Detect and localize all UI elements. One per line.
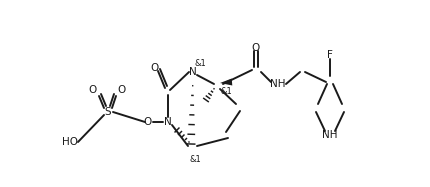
Text: N: N	[164, 117, 172, 127]
Text: O: O	[150, 63, 159, 73]
Text: &1: &1	[189, 156, 200, 165]
Text: F: F	[326, 50, 332, 60]
Text: HO: HO	[62, 137, 78, 147]
Text: &1: &1	[220, 88, 231, 96]
Text: N: N	[189, 67, 197, 77]
Text: S: S	[104, 107, 111, 117]
Text: O: O	[144, 117, 152, 127]
Text: &1: &1	[194, 59, 206, 68]
Text: O: O	[117, 85, 126, 95]
Text: NH: NH	[322, 130, 337, 140]
Text: NH: NH	[270, 79, 285, 89]
Text: O: O	[251, 43, 260, 53]
Polygon shape	[219, 79, 232, 85]
Text: O: O	[89, 85, 97, 95]
